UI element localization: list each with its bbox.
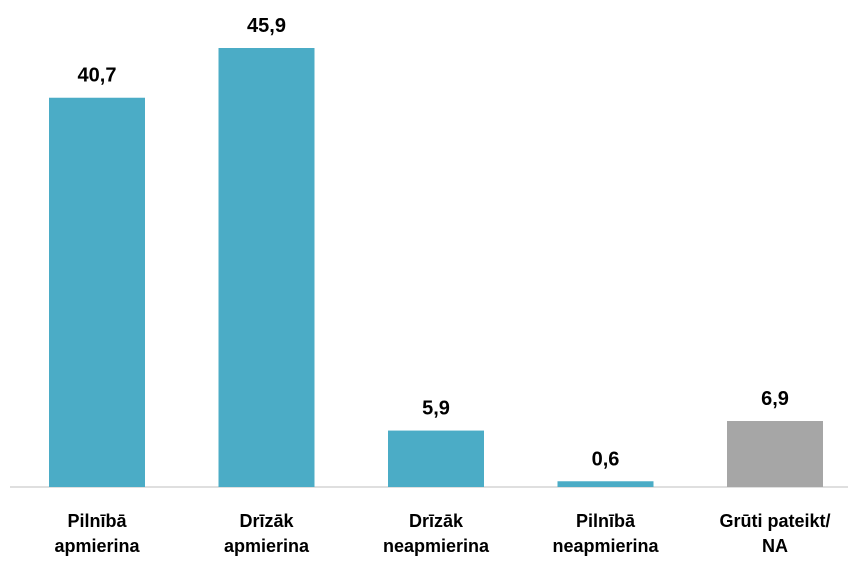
category-label: Grūti pateikt/NA	[719, 511, 830, 556]
category-label-line: neapmierina	[383, 536, 490, 556]
category-label-line: Pilnībā	[67, 511, 127, 531]
bar	[49, 97, 145, 488]
category-label-line: NA	[762, 536, 788, 556]
bar-value-label: 6,9	[761, 388, 789, 410]
bar-value-label: 0,6	[592, 448, 620, 470]
category-label-line: Drīzāk	[409, 511, 464, 531]
value-labels-group: 40,7 45,9 5,9 0,6 6,9	[78, 15, 789, 470]
bar-value-label: 45,9	[247, 15, 286, 37]
category-label: Pilnībā neapmierina	[552, 511, 659, 556]
bar	[727, 421, 823, 487]
category-label-line: apmierina	[54, 536, 140, 556]
bar-value-label: 40,7	[78, 65, 117, 87]
category-label: Drīzāk neapmierina	[383, 511, 490, 556]
category-label-line: Grūti pateikt/	[719, 511, 830, 531]
category-label: Pilnībā apmierina	[54, 511, 140, 556]
bars-group	[49, 48, 823, 488]
bar	[557, 481, 654, 487]
bar-value-label: 5,9	[422, 398, 450, 420]
category-label-line: Pilnībā	[576, 511, 636, 531]
bar	[218, 48, 315, 487]
category-label-line: neapmierina	[552, 536, 659, 556]
category-label: Drīzāk apmierina	[224, 511, 310, 556]
category-label-line: apmierina	[224, 536, 310, 556]
bar	[388, 430, 484, 487]
category-label-line: Drīzāk	[239, 511, 294, 531]
category-labels-group: Pilnībā apmierina Drīzāk apmierina Drīzāk nea…	[54, 511, 830, 556]
